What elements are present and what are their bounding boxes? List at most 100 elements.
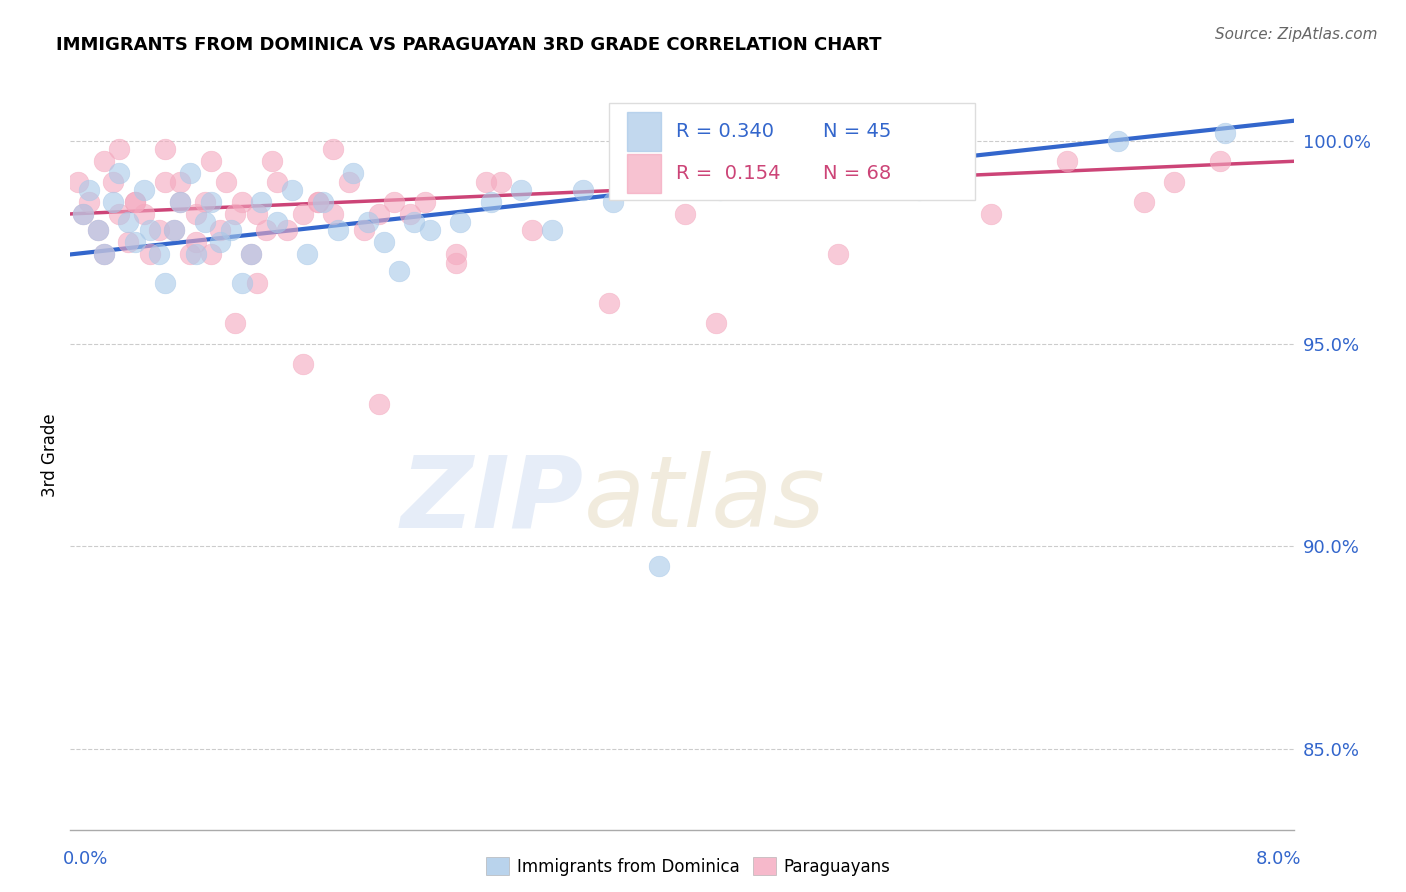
Point — [209, 235, 232, 250]
Point — [219, 223, 242, 237]
Point — [200, 247, 222, 261]
Text: ZIP: ZIP — [401, 451, 583, 549]
Point — [297, 247, 319, 261]
Point — [250, 194, 273, 209]
Point — [108, 142, 131, 156]
Point — [200, 194, 222, 209]
Point — [139, 247, 162, 261]
Point — [704, 316, 727, 330]
Point — [194, 215, 217, 229]
Point — [124, 235, 146, 250]
Point — [132, 207, 155, 221]
Point — [108, 166, 131, 180]
Point — [153, 142, 176, 156]
Point — [231, 276, 253, 290]
Point — [184, 247, 207, 261]
Point — [751, 154, 773, 169]
Point — [1107, 134, 1129, 148]
Point — [231, 194, 253, 209]
Point — [93, 154, 115, 169]
Point — [239, 247, 262, 261]
Point — [413, 194, 436, 209]
Text: N = 45: N = 45 — [823, 121, 891, 141]
Point — [246, 276, 269, 290]
Point — [72, 207, 94, 221]
Text: R = 0.340: R = 0.340 — [676, 121, 773, 141]
Point — [368, 397, 391, 411]
Text: atlas: atlas — [583, 451, 825, 549]
Point — [77, 183, 100, 197]
Point — [93, 247, 115, 261]
Point — [101, 194, 124, 209]
Point — [827, 247, 849, 261]
Point — [87, 223, 110, 237]
Point — [311, 194, 333, 209]
Point — [384, 194, 406, 209]
Point — [598, 296, 620, 310]
Point — [326, 223, 349, 237]
Point — [239, 247, 262, 261]
Point — [908, 183, 931, 197]
Point — [139, 223, 162, 237]
Point — [148, 247, 170, 261]
Point — [368, 207, 391, 221]
Point — [449, 215, 471, 229]
Point — [153, 276, 176, 290]
Point — [169, 175, 191, 189]
Point — [224, 207, 246, 221]
Point — [602, 194, 624, 209]
Point — [322, 207, 344, 221]
Point — [281, 183, 304, 197]
Point — [1209, 154, 1232, 169]
Point — [179, 247, 201, 261]
Point — [184, 207, 207, 221]
Point — [66, 175, 89, 189]
Point — [117, 215, 139, 229]
Text: IMMIGRANTS FROM DOMINICA VS PARAGUAYAN 3RD GRADE CORRELATION CHART: IMMIGRANTS FROM DOMINICA VS PARAGUAYAN 3… — [56, 36, 882, 54]
Point — [673, 207, 696, 221]
Point — [709, 183, 731, 197]
Text: R =  0.154: R = 0.154 — [676, 164, 780, 183]
Point — [148, 223, 170, 237]
Point — [404, 215, 426, 229]
Text: N = 68: N = 68 — [823, 164, 891, 183]
Point — [571, 183, 593, 197]
Point — [101, 175, 124, 189]
Point — [475, 175, 498, 189]
Point — [87, 223, 110, 237]
Point — [1213, 126, 1236, 140]
Text: 8.0%: 8.0% — [1256, 850, 1301, 868]
Point — [72, 207, 94, 221]
FancyBboxPatch shape — [609, 103, 976, 200]
Point — [322, 142, 344, 156]
Point — [398, 207, 420, 221]
Point — [419, 223, 441, 237]
Point — [266, 175, 288, 189]
Point — [1056, 154, 1078, 169]
Point — [266, 215, 288, 229]
FancyBboxPatch shape — [627, 112, 661, 152]
Point — [262, 154, 284, 169]
Point — [1163, 175, 1185, 189]
Point — [342, 166, 364, 180]
Point — [132, 183, 155, 197]
Point — [163, 223, 186, 237]
Point — [108, 207, 131, 221]
Point — [353, 223, 375, 237]
Point — [184, 235, 207, 250]
Point — [93, 247, 115, 261]
Point — [388, 263, 411, 277]
Point — [903, 175, 925, 189]
Point — [77, 194, 100, 209]
Point — [444, 247, 467, 261]
Point — [215, 175, 238, 189]
Point — [307, 194, 329, 209]
Point — [1132, 194, 1154, 209]
Point — [117, 235, 139, 250]
Point — [291, 357, 314, 371]
Point — [520, 223, 543, 237]
Point — [479, 194, 502, 209]
Point — [169, 194, 191, 209]
Point — [491, 175, 513, 189]
Point — [541, 223, 564, 237]
